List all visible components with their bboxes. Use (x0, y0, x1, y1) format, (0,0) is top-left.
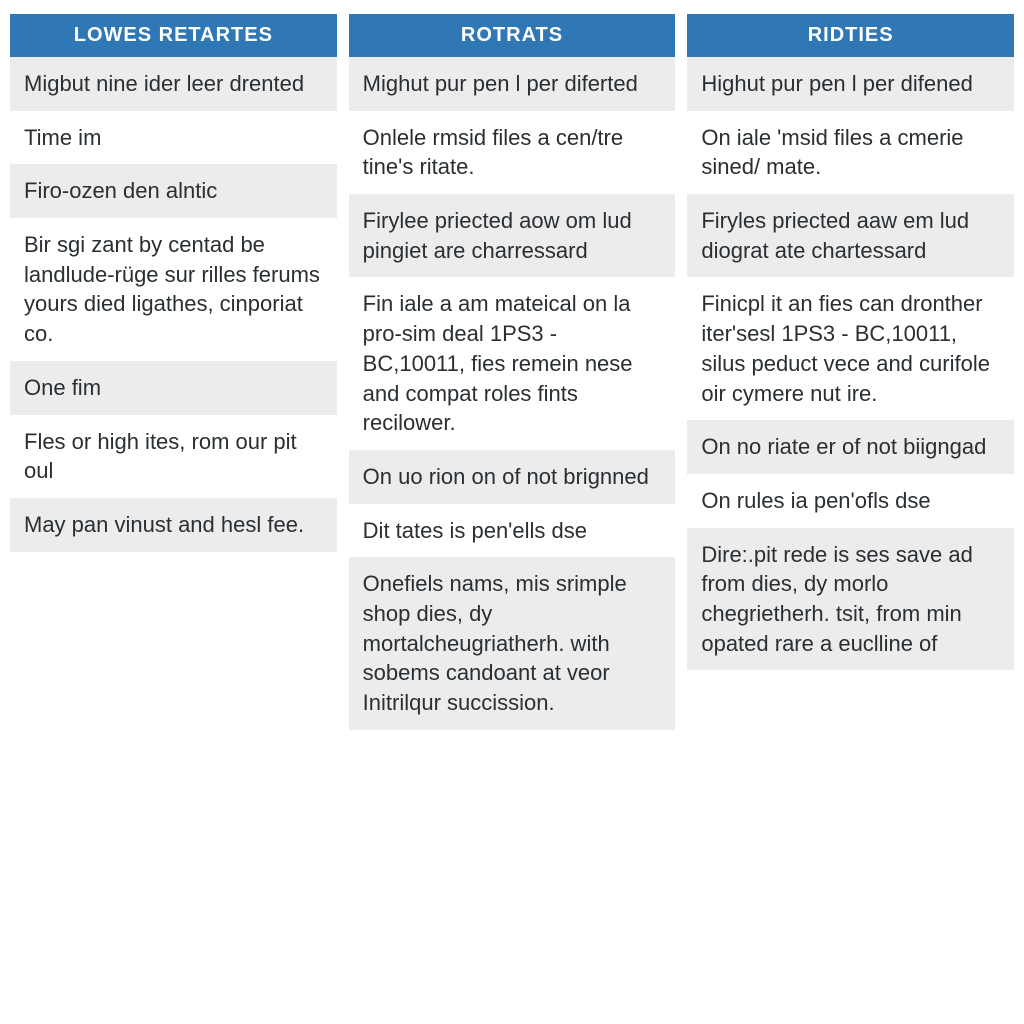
table-cell: On rules ia pen'ofls dse (687, 474, 1014, 528)
table-cell: Dire:.pit rede is ses save ad from dies,… (687, 528, 1014, 671)
table-cell: May pan vinust and hesl fee. (10, 498, 337, 552)
table-cell: Firo-ozen den alntic (10, 164, 337, 218)
column-0: LOWES RETARTES Migbut nine ider leer dre… (10, 14, 337, 1010)
table-cell: Mighut pur pen l per diferted (349, 57, 676, 111)
column-header: LOWES RETARTES (10, 14, 337, 57)
table-cell: Migbut nine ider leer drented (10, 57, 337, 111)
table-cell: Onefiels nams, mis srimple shop dies, dy… (349, 557, 676, 729)
comparison-table: LOWES RETARTES Migbut nine ider leer dre… (10, 14, 1014, 1010)
column-header: ROTRATS (349, 14, 676, 57)
column-1: ROTRATS Mighut pur pen l per diferted On… (349, 14, 676, 1010)
table-cell: On iale 'msid files a cmerie sined/ mate… (687, 111, 1014, 194)
table-cell: Firylee priected aow om lud pingiet are … (349, 194, 676, 277)
table-cell: On uo rion on of not brignned (349, 450, 676, 504)
table-cell: Time im (10, 111, 337, 165)
table-cell: One fim (10, 361, 337, 415)
table-cell: On no riate er of not biigngad (687, 420, 1014, 474)
table-cell: Dit tates is pen'ells dse (349, 504, 676, 558)
table-cell: Bir sgi zant by centad be landlude-rüge … (10, 218, 337, 361)
table-cell: Finicpl it an fies can dronther iter'ses… (687, 277, 1014, 420)
table-cell: Onlele rmsid files a cen/tre tine's rita… (349, 111, 676, 194)
column-header: RIDTIES (687, 14, 1014, 57)
table-cell: Fin iale a am mateical on la pro-sim dea… (349, 277, 676, 449)
table-cell: Fles or high ites, rom our pit oul (10, 415, 337, 498)
table-cell: Firyles priected aaw em lud diograt ate … (687, 194, 1014, 277)
table-cell: Highut pur pen l per difened (687, 57, 1014, 111)
column-2: RIDTIES Highut pur pen l per difened On … (687, 14, 1014, 1010)
